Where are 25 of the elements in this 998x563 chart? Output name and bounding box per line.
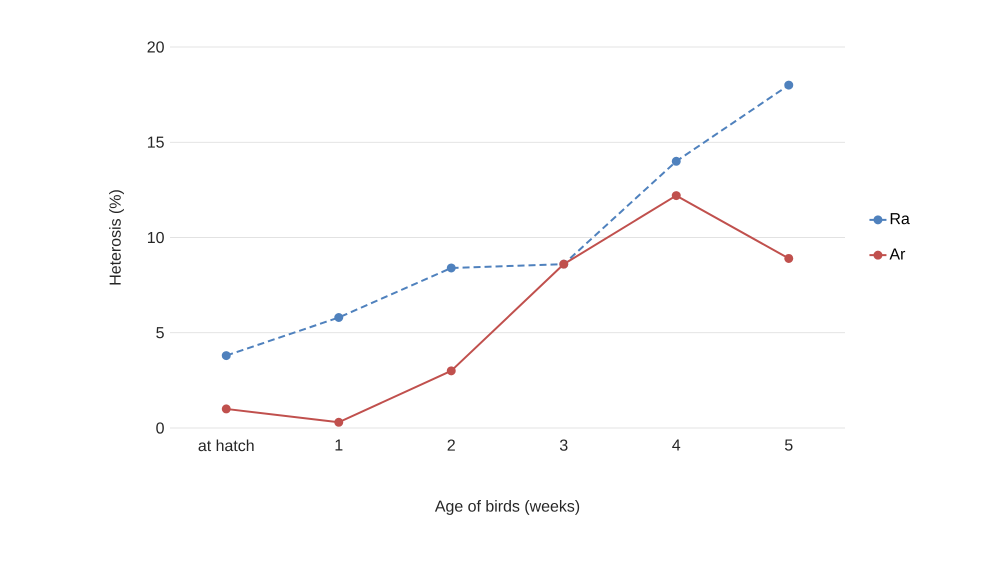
- point: [446, 263, 456, 272]
- point: [334, 418, 344, 427]
- x-tick-label: 1: [336, 439, 342, 450]
- x-tick-label: 4: [672, 439, 680, 450]
- y-tick-label: 20: [148, 41, 164, 53]
- point: [672, 156, 681, 166]
- point: [334, 312, 344, 322]
- y-tick-label: 10: [148, 232, 164, 244]
- x-tick-label: 2: [448, 440, 455, 451]
- point: [672, 191, 681, 200]
- point: [446, 366, 456, 376]
- point: [784, 80, 794, 90]
- point: [222, 351, 231, 360]
- point: [222, 404, 231, 414]
- point: [784, 254, 794, 263]
- x-tick-label: at hatch: [198, 440, 254, 452]
- x-axis-title: Age of birds (weeks): [434, 500, 580, 515]
- legend-label: Ar: [889, 248, 906, 260]
- y-tick-label: 5: [156, 327, 164, 338]
- y-tick-label: 15: [148, 136, 164, 148]
- x-tick-label: 3: [560, 440, 568, 451]
- y-tick-label: 0: [156, 422, 164, 434]
- x-tick-label: 5: [784, 439, 793, 451]
- y-axis-title: Heterosis (%): [109, 190, 124, 284]
- legend-label: Ra: [890, 213, 910, 224]
